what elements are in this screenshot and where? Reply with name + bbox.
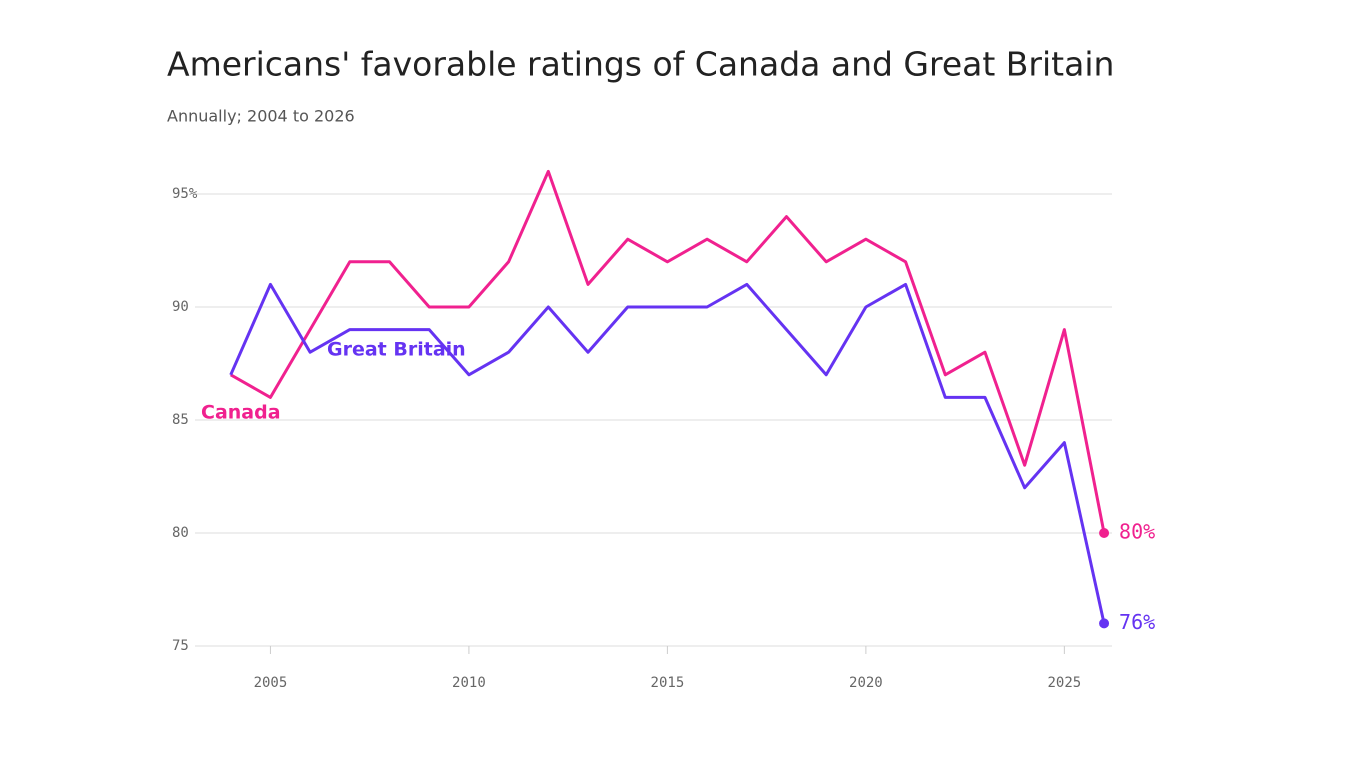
- series-line: [229, 282, 1106, 624]
- x-tick-label: 2010: [452, 675, 486, 691]
- y-tick-label: 75: [172, 638, 189, 654]
- series-label: Canada: [201, 402, 281, 424]
- y-tick-label: 85: [172, 412, 189, 428]
- x-tick-label: 2020: [849, 675, 883, 691]
- end-point: [1099, 618, 1110, 629]
- series-label: Great Britain: [327, 339, 466, 361]
- value-label: 76%: [1119, 610, 1155, 634]
- chart-title: Americans' favorable ratings of Canada a…: [167, 45, 1114, 84]
- x-tick-label: 2005: [254, 675, 288, 691]
- x-tick-label: 2015: [651, 675, 685, 691]
- series-line: [229, 169, 1106, 534]
- y-tick-label: 80: [172, 525, 189, 541]
- y-tick-label: 90: [172, 299, 189, 315]
- value-label: 80%: [1119, 520, 1155, 544]
- x-tick-label: 2025: [1048, 675, 1082, 691]
- chart-subtitle: Annually; 2004 to 2026: [167, 107, 355, 126]
- end-point: [1099, 528, 1110, 538]
- y-tick-label: 95%: [172, 186, 198, 202]
